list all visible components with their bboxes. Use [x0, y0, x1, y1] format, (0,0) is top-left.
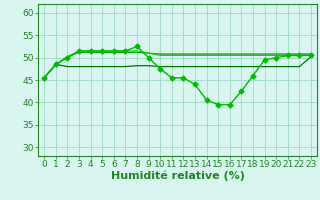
X-axis label: Humidité relative (%): Humidité relative (%) — [111, 171, 244, 181]
